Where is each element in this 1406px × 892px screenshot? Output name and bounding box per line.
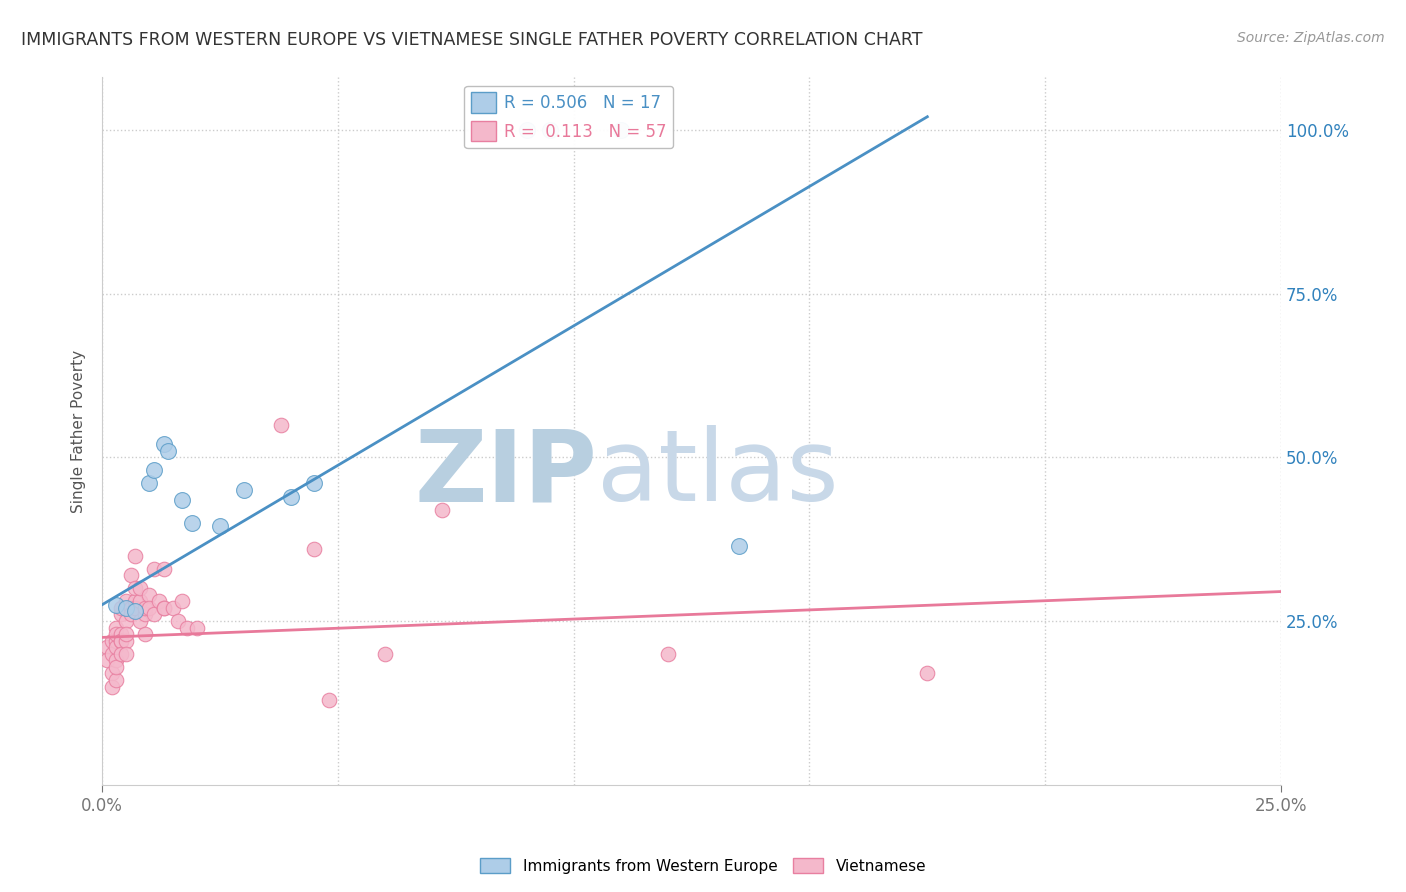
- Point: [100, 633, 122, 648]
- Point: [124, 601, 146, 615]
- Y-axis label: Single Father Poverty: Single Father Poverty: [72, 350, 86, 513]
- Point: [152, 601, 174, 615]
- Point: [143, 463, 166, 477]
- Text: atlas: atlas: [598, 425, 839, 522]
- Point: [186, 621, 208, 635]
- Point: [105, 673, 128, 687]
- Point: [100, 647, 122, 661]
- Point: [143, 561, 166, 575]
- Point: [176, 621, 198, 635]
- Point: [304, 541, 326, 556]
- Text: ZIP: ZIP: [415, 425, 598, 522]
- Point: [114, 647, 136, 661]
- Point: [124, 594, 146, 608]
- Point: [105, 640, 128, 655]
- Point: [134, 627, 156, 641]
- Point: [610, 123, 633, 137]
- Point: [172, 492, 194, 507]
- Point: [110, 647, 132, 661]
- Point: [516, 123, 538, 137]
- Point: [120, 601, 142, 615]
- Point: [152, 561, 174, 575]
- Point: [318, 692, 340, 706]
- Point: [232, 483, 254, 497]
- Point: [270, 417, 292, 432]
- Point: [105, 627, 128, 641]
- Point: [105, 633, 128, 648]
- Point: [124, 549, 146, 563]
- Point: [180, 516, 202, 530]
- Legend: Immigrants from Western Europe, Vietnamese: Immigrants from Western Europe, Vietname…: [474, 852, 932, 880]
- Point: [110, 627, 132, 641]
- Point: [280, 490, 302, 504]
- Point: [100, 680, 122, 694]
- Point: [172, 594, 194, 608]
- Point: [152, 601, 174, 615]
- Point: [129, 594, 152, 608]
- Point: [134, 607, 156, 622]
- Point: [138, 601, 160, 615]
- Point: [162, 601, 184, 615]
- Point: [110, 607, 132, 622]
- Point: [374, 647, 396, 661]
- Point: [105, 660, 128, 674]
- Point: [110, 601, 132, 615]
- Point: [143, 607, 166, 622]
- Point: [304, 476, 326, 491]
- Point: [124, 604, 146, 618]
- Point: [129, 614, 152, 628]
- Point: [114, 594, 136, 608]
- Point: [105, 621, 128, 635]
- Point: [538, 123, 561, 137]
- Point: [157, 443, 180, 458]
- Point: [110, 633, 132, 648]
- Point: [100, 666, 122, 681]
- Point: [727, 539, 749, 553]
- Point: [96, 653, 118, 667]
- Point: [152, 437, 174, 451]
- Text: Source: ZipAtlas.com: Source: ZipAtlas.com: [1237, 31, 1385, 45]
- Point: [114, 633, 136, 648]
- Point: [134, 601, 156, 615]
- Point: [120, 607, 142, 622]
- Point: [124, 582, 146, 596]
- Point: [430, 502, 453, 516]
- Text: IMMIGRANTS FROM WESTERN EUROPE VS VIETNAMESE SINGLE FATHER POVERTY CORRELATION C: IMMIGRANTS FROM WESTERN EUROPE VS VIETNA…: [21, 31, 922, 49]
- Point: [138, 588, 160, 602]
- Legend: R = 0.506   N = 17, R =  0.113   N = 57: R = 0.506 N = 17, R = 0.113 N = 57: [464, 86, 673, 148]
- Point: [148, 594, 170, 608]
- Point: [209, 519, 232, 533]
- Point: [166, 614, 188, 628]
- Point: [917, 666, 939, 681]
- Point: [110, 633, 132, 648]
- Point: [129, 582, 152, 596]
- Point: [105, 653, 128, 667]
- Point: [114, 601, 136, 615]
- Point: [114, 614, 136, 628]
- Point: [657, 647, 679, 661]
- Point: [138, 476, 160, 491]
- Point: [120, 568, 142, 582]
- Point: [96, 640, 118, 655]
- Point: [105, 598, 128, 612]
- Point: [114, 627, 136, 641]
